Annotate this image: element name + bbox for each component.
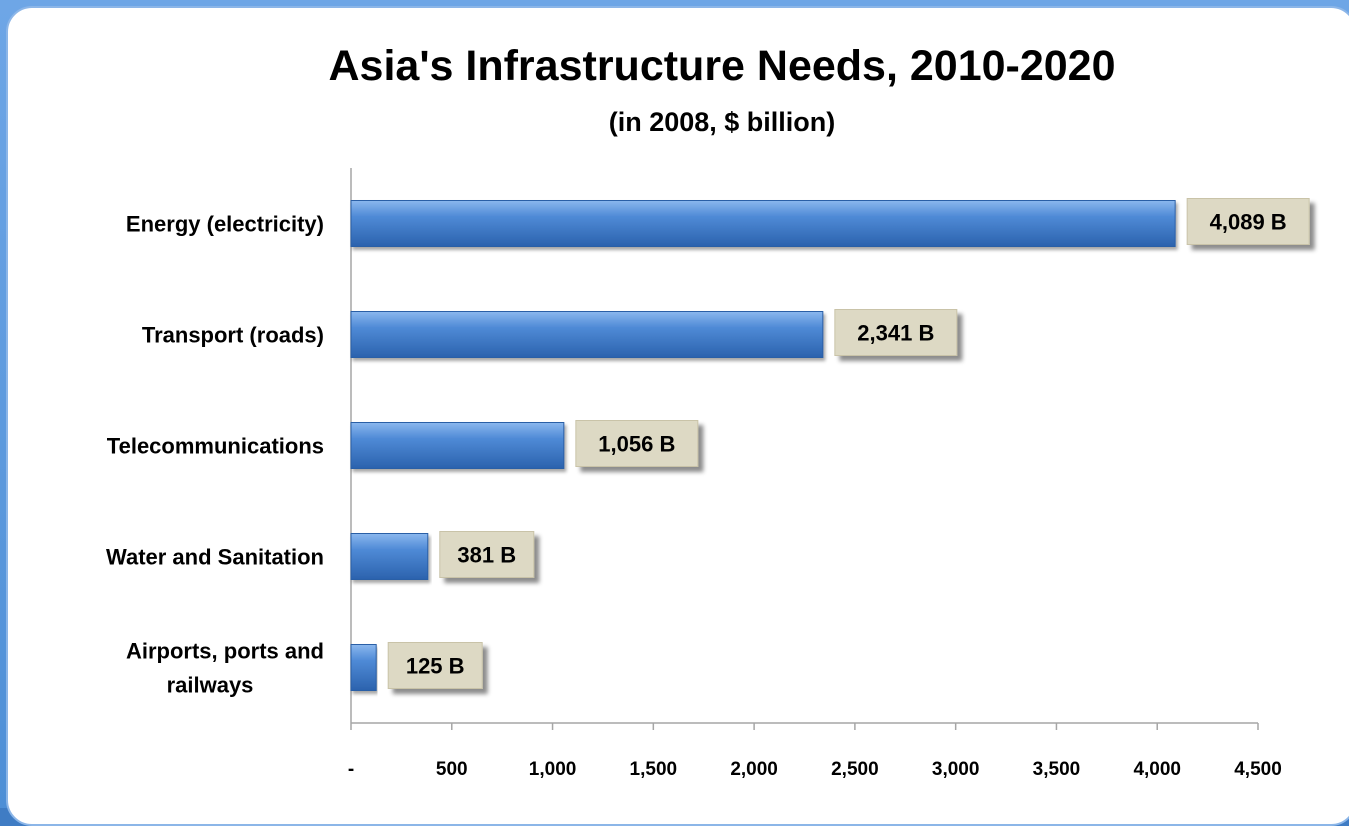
category-label: Airports, ports and	[126, 639, 324, 664]
bar	[350, 200, 1176, 247]
data-label-box	[439, 531, 535, 578]
data-label: 381 B	[457, 543, 516, 568]
x-tick-label: 2,500	[831, 759, 879, 780]
chart-title: Asia's Infrastructure Needs, 2010-2020	[328, 42, 1115, 90]
category-label: Transport (roads)	[142, 323, 324, 348]
data-label-box	[575, 420, 699, 467]
x-tick-label: 4,000	[1133, 759, 1181, 780]
data-label: 2,341 B	[857, 321, 934, 346]
data-label: 1,056 B	[598, 432, 675, 457]
bar	[350, 422, 565, 469]
x-tick-label: 3,000	[932, 759, 980, 780]
category-label: railways	[167, 673, 254, 698]
x-tick-label: 1,000	[529, 759, 577, 780]
x-tick-label: 4,500	[1234, 759, 1282, 780]
x-tick-label: -	[348, 759, 354, 780]
data-label: 4,089 B	[1210, 210, 1287, 235]
chart-panel	[6, 6, 1349, 826]
x-tick-label: 2,000	[730, 759, 778, 780]
x-tick-label: 1,500	[630, 759, 678, 780]
category-label: Energy (electricity)	[126, 212, 324, 237]
category-label: Telecommunications	[107, 434, 324, 459]
bar	[350, 311, 824, 358]
bar-chart: Asia's Infrastructure Needs, 2010-2020 (…	[106, 42, 1310, 780]
category-label: Water and Sanitation	[106, 545, 324, 570]
data-label-box	[834, 309, 958, 356]
bar	[350, 533, 429, 580]
bar	[350, 644, 377, 691]
data-label-box	[1186, 198, 1310, 245]
chart-subtitle: (in 2008, $ billion)	[609, 107, 836, 137]
plot-area: - 500 1,000 1,500 2,000 2,500 3,000 3,500 4,000 4…	[106, 168, 1310, 780]
data-label-box	[387, 642, 483, 689]
data-label: 125 B	[406, 654, 465, 679]
x-tick-label: 3,500	[1033, 759, 1081, 780]
x-tick-label: 500	[436, 759, 468, 780]
